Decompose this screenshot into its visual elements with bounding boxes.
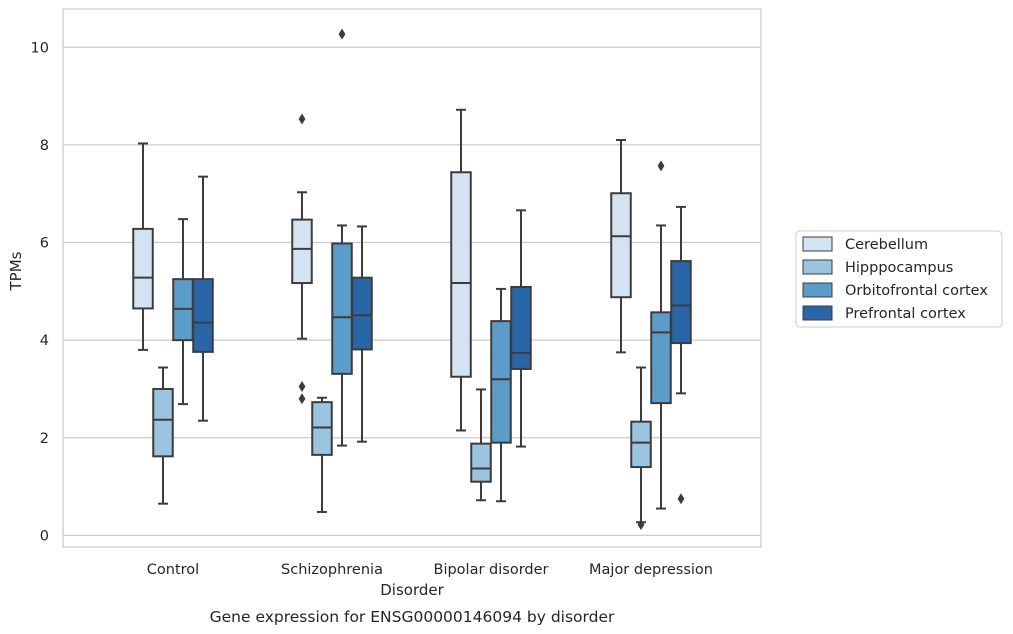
legend-frame <box>795 230 1003 328</box>
box-iqr <box>610 192 632 299</box>
box-prefrontal-cortex <box>351 225 373 443</box>
legend-swatch <box>802 305 833 321</box>
outlier-marker <box>677 493 685 505</box>
legend-label: Cerebellum <box>845 237 928 253</box>
outlier-marker <box>298 381 306 393</box>
box-prefrontal-cortex <box>510 209 532 448</box>
y-tick-label: 0 <box>40 528 49 544</box>
gridlines <box>63 46 761 537</box>
box-iqr <box>470 442 492 483</box>
legend: Cerebellum Hipppocampus Orbitofrontal cort… <box>795 230 1003 328</box>
outlier-marker <box>338 28 346 40</box>
box-iqr <box>291 218 313 285</box>
box-prefrontal-cortex <box>192 175 214 422</box>
box-orbitofrontal-cortex <box>650 160 672 510</box>
y-axis-ticks: 0 2 4 6 8 10 <box>31 40 49 544</box>
box-iqr <box>351 276 373 351</box>
x-tick-label: Control <box>147 562 199 578</box>
box-iqr <box>152 387 174 458</box>
box-hipppocampus <box>311 396 333 513</box>
outlier-marker <box>657 160 665 172</box>
box-hipppocampus <box>152 366 174 505</box>
x-axis-label: Disorder <box>380 581 444 599</box>
box-iqr <box>650 311 672 405</box>
legend-label: Prefrontal cortex <box>845 306 966 322</box>
box-plot-series <box>132 28 692 531</box>
legend-label: Orbitofrontal cortex <box>845 283 988 299</box>
box-hipppocampus <box>470 388 492 502</box>
box-iqr <box>192 278 214 353</box>
outlier-marker <box>298 393 306 405</box>
box-orbitofrontal-cortex <box>490 287 512 503</box>
legend-swatch <box>802 282 833 298</box>
box-iqr <box>510 285 532 370</box>
x-tick-label: Bipolar disorder <box>434 562 549 578</box>
legend-label: Hipppocampus <box>845 260 953 276</box>
legend-swatch <box>802 259 833 275</box>
box-cerebellum <box>450 108 472 432</box>
box-cerebellum <box>291 113 313 405</box>
box-iqr <box>450 171 472 378</box>
outlier-marker <box>637 519 645 531</box>
y-tick-label: 8 <box>40 138 49 154</box>
outlier-marker <box>298 113 306 125</box>
x-tick-label: Schizophrenia <box>281 562 383 578</box>
y-axis-label: TPMs <box>7 251 25 291</box>
box-iqr <box>331 242 353 375</box>
box-iqr <box>670 260 692 345</box>
legend-swatch <box>802 236 833 252</box>
box-iqr <box>132 227 154 310</box>
box-iqr <box>490 320 512 444</box>
y-tick-label: 4 <box>40 333 49 349</box>
chart-caption: Gene expression for ENSG00000146094 by d… <box>210 608 615 626</box>
y-tick-label: 2 <box>40 431 49 447</box>
box-iqr <box>630 420 652 469</box>
box-orbitofrontal-cortex <box>331 28 353 447</box>
y-tick-label: 10 <box>31 40 49 56</box>
box-prefrontal-cortex <box>670 205 692 505</box>
plot-area-frame <box>62 8 762 548</box>
box-hipppocampus <box>630 366 652 531</box>
y-tick-label: 6 <box>40 236 49 252</box>
box-orbitofrontal-cortex <box>172 218 194 406</box>
box-cerebellum <box>132 142 154 351</box>
box-cerebellum <box>610 139 632 354</box>
x-tick-label: Major depression <box>589 562 713 578</box>
x-axis-ticks: Control Schizophrenia Bipolar disorder Majo… <box>147 562 713 578</box>
